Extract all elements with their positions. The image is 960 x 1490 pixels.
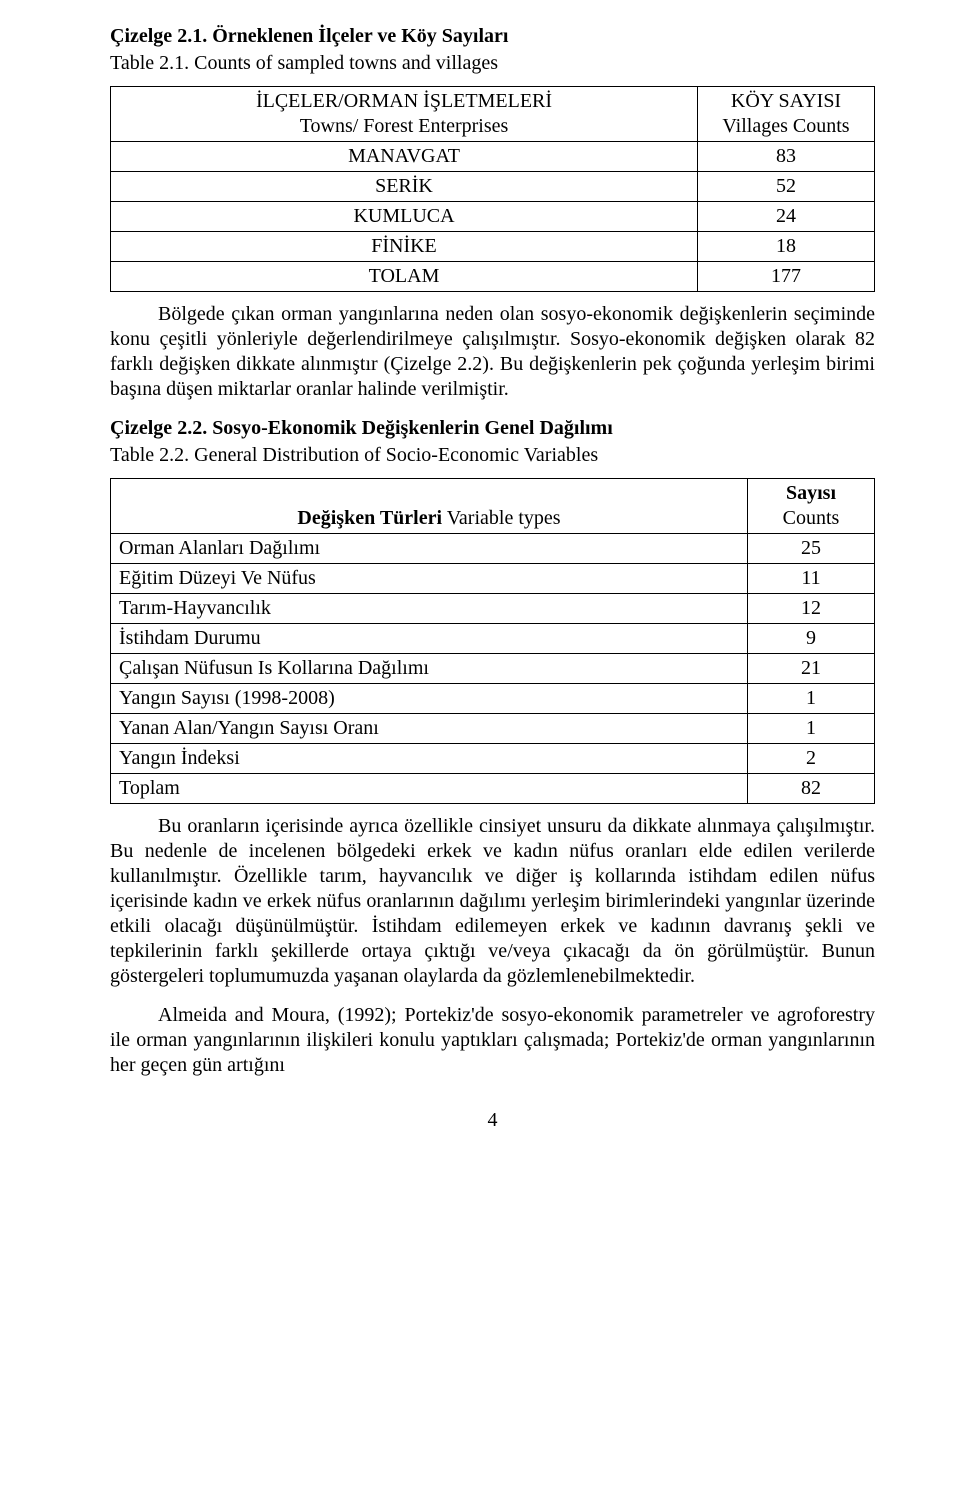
table-row: İstihdam Durumu9 [111, 624, 875, 654]
table-row: Toplam82 [111, 774, 875, 804]
table1-header-right: KÖY SAYISI Villages Counts [698, 87, 875, 142]
table2-header-right-line2: Counts [783, 507, 840, 529]
table1-header-right-line2: Villages Counts [722, 115, 849, 137]
paragraph-3: Almeida and Moura, (1992); Portekiz'de s… [110, 1003, 875, 1078]
page-number: 4 [110, 1108, 875, 1133]
table2-row-label: İstihdam Durumu [111, 624, 748, 654]
table2-row-value: 21 [748, 654, 875, 684]
table2-row-value: 12 [748, 594, 875, 624]
table-row: KUMLUCA24 [111, 202, 875, 232]
table1-header-row: İLÇELER/ORMAN İŞLETMELERİ Towns/ Forest … [111, 87, 875, 142]
table-row: Tarım-Hayvancılık12 [111, 594, 875, 624]
table-row: Eğitim Düzeyi Ve Nüfus11 [111, 564, 875, 594]
table1-row-label: KUMLUCA [111, 202, 698, 232]
table2-row-label: Eğitim Düzeyi Ve Nüfus [111, 564, 748, 594]
table2-header-row: Değişken Türleri Variable types Sayısı C… [111, 479, 875, 534]
table1-row-value: 52 [698, 172, 875, 202]
table-row: Orman Alanları Dağılımı25 [111, 534, 875, 564]
table1-header-right-line1: KÖY SAYISI [731, 90, 841, 112]
table-row: Yanan Alan/Yangın Sayısı Oranı1 [111, 714, 875, 744]
table2-row-label: Çalışan Nüfusun Is Kollarına Dağılımı [111, 654, 748, 684]
table-row: TOLAM177 [111, 262, 875, 292]
table1-subtitle: Table 2.1. Counts of sampled towns and v… [110, 51, 875, 76]
table2-row-value: 25 [748, 534, 875, 564]
page-root: Çizelge 2.1. Örneklenen İlçeler ve Köy S… [0, 0, 960, 1163]
table2-row-label: Yanan Alan/Yangın Sayısı Oranı [111, 714, 748, 744]
table-row: Yangın İndeksi2 [111, 744, 875, 774]
table2-row-value: 9 [748, 624, 875, 654]
table2-header-right-line1: Sayısı [786, 482, 836, 504]
table1-header-left: İLÇELER/ORMAN İŞLETMELERİ Towns/ Forest … [111, 87, 698, 142]
table1-title: Çizelge 2.1. Örneklenen İlçeler ve Köy S… [110, 24, 875, 49]
table2-row-label: Yangın Sayısı (1998-2008) [111, 684, 748, 714]
table2-row-value: 2 [748, 744, 875, 774]
table2-row-value: 82 [748, 774, 875, 804]
table-row: Çalışan Nüfusun Is Kollarına Dağılımı21 [111, 654, 875, 684]
table2-header-right: Sayısı Counts [748, 479, 875, 534]
table1-row-value: 24 [698, 202, 875, 232]
table1-row-value: 177 [698, 262, 875, 292]
table2-row-label: Toplam [111, 774, 748, 804]
table-row: FİNİKE18 [111, 232, 875, 262]
paragraph-2: Bu oranların içerisinde ayrıca özellikle… [110, 814, 875, 989]
table1-row-label: FİNİKE [111, 232, 698, 262]
table2-row-label: Orman Alanları Dağılımı [111, 534, 748, 564]
table2-row-value: 1 [748, 714, 875, 744]
table2-header-left: Değişken Türleri Variable types [111, 479, 748, 534]
paragraph-1: Bölgede çıkan orman yangınlarına neden o… [110, 302, 875, 402]
table-row: SERİK52 [111, 172, 875, 202]
table1: İLÇELER/ORMAN İŞLETMELERİ Towns/ Forest … [110, 86, 875, 292]
table2-row-label: Yangın İndeksi [111, 744, 748, 774]
table2-subtitle: Table 2.2. General Distribution of Socio… [110, 443, 875, 468]
table-row: MANAVGAT83 [111, 142, 875, 172]
table2: Değişken Türleri Variable types Sayısı C… [110, 478, 875, 804]
table1-header-left-line2: Towns/ Forest Enterprises [300, 115, 509, 137]
table2-row-value: 1 [748, 684, 875, 714]
table1-row-label: TOLAM [111, 262, 698, 292]
table-row: Yangın Sayısı (1998-2008)1 [111, 684, 875, 714]
table1-header-left-line1: İLÇELER/ORMAN İŞLETMELERİ [256, 90, 552, 112]
table2-row-label: Tarım-Hayvancılık [111, 594, 748, 624]
table1-row-label: MANAVGAT [111, 142, 698, 172]
table1-row-label: SERİK [111, 172, 698, 202]
table2-row-value: 11 [748, 564, 875, 594]
table1-row-value: 18 [698, 232, 875, 262]
table1-row-value: 83 [698, 142, 875, 172]
table2-title: Çizelge 2.2. Sosyo-Ekonomik Değişkenleri… [110, 416, 875, 441]
